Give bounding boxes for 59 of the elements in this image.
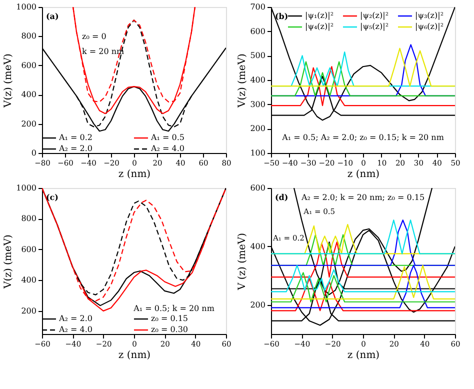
legend-label: |ψ₃(z)|² bbox=[415, 11, 444, 20]
y-axis-title: V(z) (meV) bbox=[3, 53, 14, 108]
legend-label: |ψ₁(z)|² bbox=[305, 11, 334, 20]
x-axis-title: z (nm) bbox=[118, 169, 151, 180]
legend-label: A₁ = 0.2 bbox=[58, 133, 92, 142]
y-tick-label: 200 bbox=[250, 124, 266, 134]
y-tick-label: 200 bbox=[21, 306, 36, 316]
legend-label: A₂ = 2.0 bbox=[58, 314, 92, 323]
annotation: A₁ = 0.5; A₂ = 2.0; z₀ = 0.15; k = 20 nm bbox=[281, 133, 444, 142]
line-series bbox=[271, 241, 455, 278]
legend-label: |ψ₂(z)|² bbox=[360, 11, 389, 20]
y-axis-title: V(z) (meV) bbox=[3, 234, 14, 290]
y-tick-label: 700 bbox=[250, 2, 266, 12]
annotation: k = 20 nm bbox=[82, 47, 125, 56]
y-tick-label: 800 bbox=[21, 214, 36, 224]
annotation: (a) bbox=[46, 11, 59, 21]
y-tick-label: 600 bbox=[250, 184, 266, 192]
line-series bbox=[271, 272, 455, 302]
y-tick-label: 200 bbox=[21, 119, 36, 128]
annotation: (d) bbox=[275, 192, 288, 202]
annotation: (b) bbox=[275, 11, 288, 21]
legend-label: A₂ = 2.0 bbox=[58, 144, 92, 153]
y-tick-label: 200 bbox=[250, 300, 266, 310]
legend-label: |ψ₄(z)|² bbox=[305, 22, 334, 31]
y-tick-label: 500 bbox=[250, 51, 266, 60]
line-series bbox=[271, 61, 455, 96]
legend-label: |ψ₆(z)|² bbox=[415, 22, 444, 31]
x-axis-title: z (nm) bbox=[347, 169, 380, 180]
y-tick-label: 1000 bbox=[16, 2, 36, 12]
y-tick-label: 1000 bbox=[16, 184, 36, 192]
y-tick-label: 800 bbox=[21, 32, 36, 41]
y-axis-title: V (z) (meV) bbox=[237, 232, 248, 292]
y-tick-label: 600 bbox=[21, 60, 36, 70]
y-tick-label: 0 bbox=[31, 148, 36, 158]
y-tick-label: 600 bbox=[250, 26, 266, 36]
y-axis-title: V(z) (meV) bbox=[237, 53, 248, 108]
y-tick-label: 400 bbox=[250, 242, 266, 251]
annotation: (c) bbox=[46, 192, 59, 202]
legend-label: |ψ₅(z)|² bbox=[360, 22, 389, 31]
y-tick-label: 600 bbox=[21, 244, 36, 254]
y-tick-label: 400 bbox=[21, 90, 36, 100]
legend-label: A₂ = 4.0 bbox=[58, 325, 92, 334]
y-tick-label: 400 bbox=[250, 76, 266, 84]
y-tick-label: 400 bbox=[21, 276, 36, 285]
annotation: z₀ = 0 bbox=[82, 32, 106, 41]
legend-label: z₀ = 0.15 bbox=[151, 314, 188, 323]
y-tick-label: 300 bbox=[250, 100, 266, 109]
annotation: A₂ = 2.0; k = 20 nm; z₀ = 0.15 bbox=[300, 193, 425, 202]
x-axis-title: z (nm) bbox=[118, 350, 151, 361]
line-series bbox=[271, 264, 455, 292]
y-tick-label: 100 bbox=[250, 148, 266, 158]
line-series bbox=[271, 66, 455, 106]
x-axis-title: z (nm) bbox=[347, 350, 380, 361]
annotation: A₁ = 0.5; k = 20 nm bbox=[132, 304, 215, 313]
legend-label: A₂ = 4.0 bbox=[150, 144, 184, 153]
legend-label: z₀ = 0.30 bbox=[151, 325, 188, 334]
line-series bbox=[271, 278, 455, 312]
legend-label: A₁ = 0.5 bbox=[150, 133, 184, 142]
line-series bbox=[271, 264, 455, 300]
